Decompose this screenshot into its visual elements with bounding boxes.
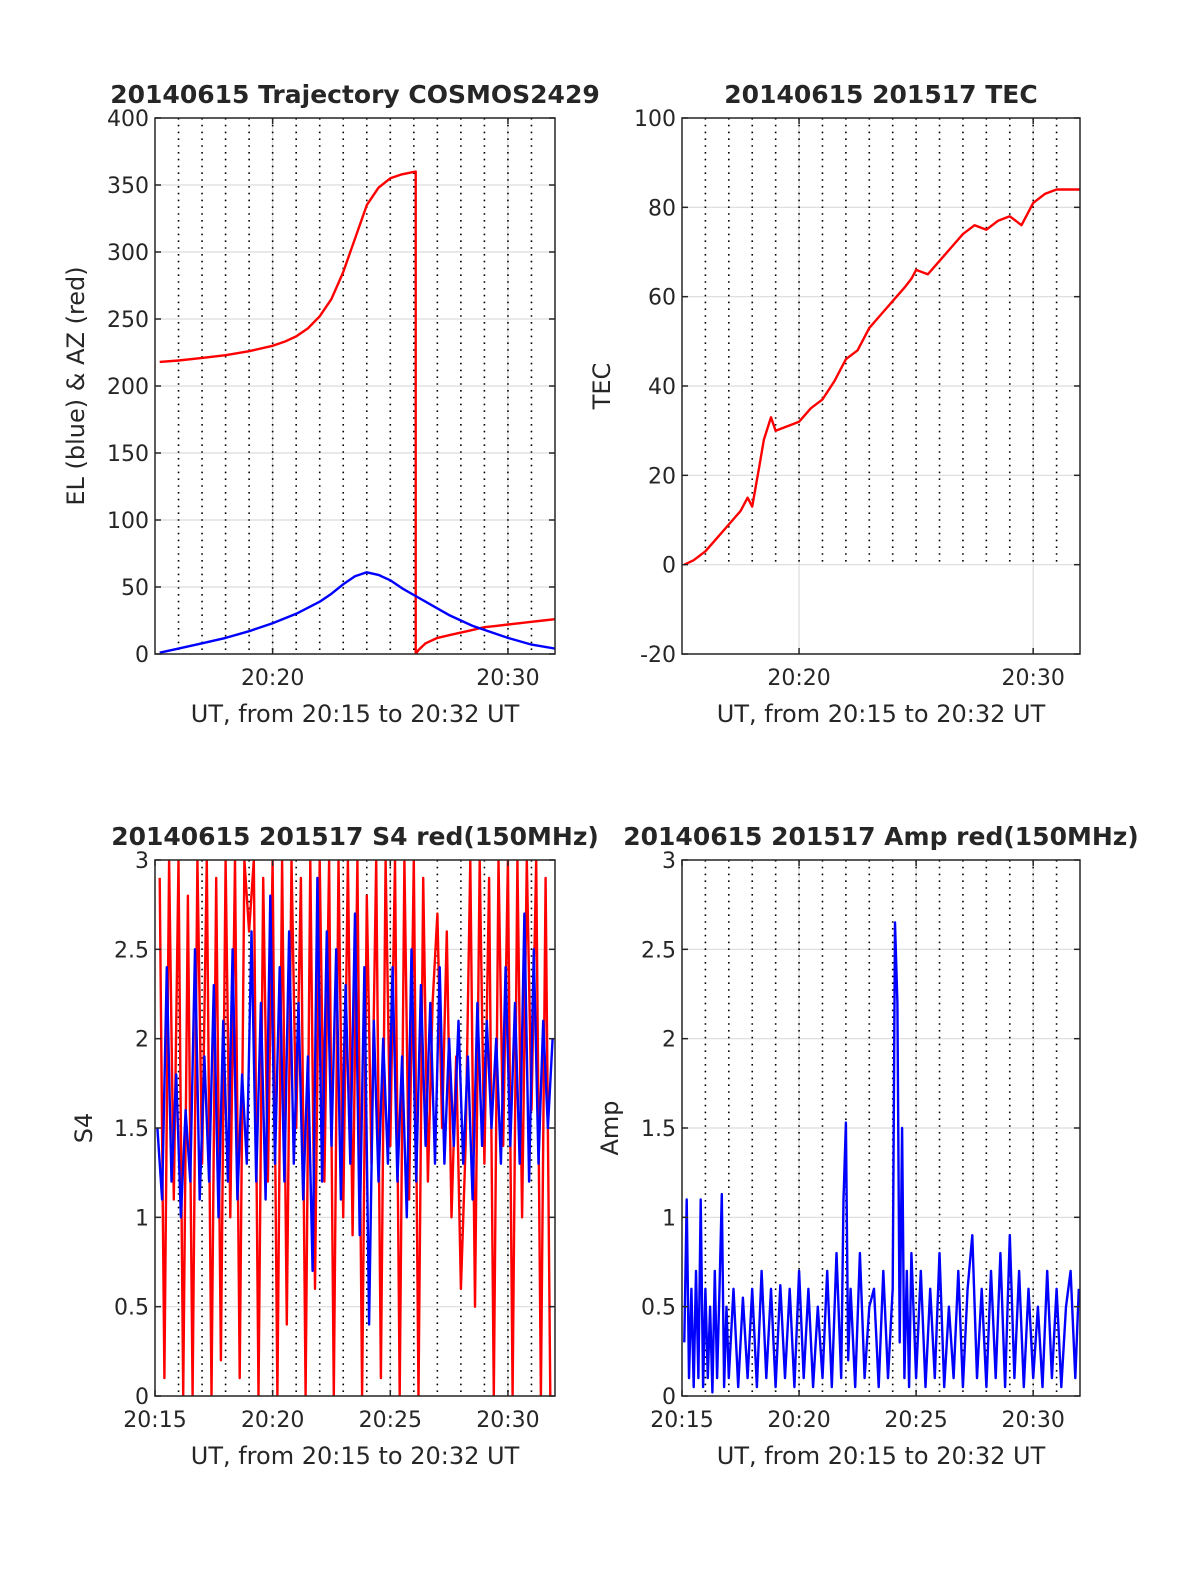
series-line-blue xyxy=(159,571,555,654)
y-axis-label: TEC xyxy=(588,363,616,411)
x-axis-label: UT, from 20:15 to 20:32 UT xyxy=(191,1442,520,1470)
x-tick-label: 20:20 xyxy=(241,1408,304,1433)
panel-trajectory: 20140615 Trajectory COSMOS2429 EL (blue)… xyxy=(62,80,600,728)
y-tick-label: 0 xyxy=(135,643,149,668)
y-tick-label: 3 xyxy=(135,849,149,874)
x-tick-label: 20:30 xyxy=(1001,1408,1064,1433)
x-tick-label: 20:20 xyxy=(241,666,304,691)
x-tick-label: 20:15 xyxy=(123,1408,186,1433)
y-tick-label: 1.5 xyxy=(641,1117,676,1142)
panel-s4: 20140615 201517 S4 red(150MHz) S4 UT, fr… xyxy=(70,822,599,1470)
y-tick-label: 2.5 xyxy=(114,938,149,963)
y-tick-label: 0 xyxy=(135,1385,149,1410)
y-tick-label: 100 xyxy=(107,509,149,534)
series-line-red xyxy=(683,188,1080,566)
series-line-red xyxy=(159,170,555,654)
y-tick-label: -20 xyxy=(640,643,676,668)
y-tick-label: 400 xyxy=(107,107,149,132)
y-axis-label: S4 xyxy=(70,1113,98,1144)
y-tick-label: 2.5 xyxy=(641,938,676,963)
x-tick-label: 20:15 xyxy=(650,1408,713,1433)
y-tick-label: 200 xyxy=(107,375,149,400)
y-axis-label: Amp xyxy=(596,1100,624,1155)
y-tick-label: 0 xyxy=(662,554,676,579)
panel-tec: 20140615 201517 TEC TEC UT, from 20:15 t… xyxy=(588,80,1081,728)
y-tick-label: 0.5 xyxy=(641,1296,676,1321)
y-tick-label: 100 xyxy=(634,107,676,132)
series-line-blue xyxy=(683,921,1080,1394)
y-tick-label: 300 xyxy=(107,241,149,266)
x-tick-label: 20:30 xyxy=(476,666,539,691)
y-tick-label: 0.5 xyxy=(114,1296,149,1321)
y-tick-label: 150 xyxy=(107,442,149,467)
series-line-blue xyxy=(156,876,554,1326)
y-axis-label: EL (blue) & AZ (red) xyxy=(62,266,90,505)
y-tick-label: 50 xyxy=(121,576,149,601)
x-axis-label: UT, from 20:15 to 20:32 UT xyxy=(717,1442,1046,1470)
x-tick-label: 20:30 xyxy=(1001,666,1064,691)
y-tick-label: 1 xyxy=(135,1206,149,1231)
series-line-red xyxy=(158,860,552,1396)
panel-title: 20140615 201517 TEC xyxy=(724,80,1037,109)
panel-title: 20140615 201517 S4 red(150MHz) xyxy=(111,822,599,851)
x-tick-label: 20:25 xyxy=(884,1408,947,1433)
y-tick-label: 20 xyxy=(648,464,676,489)
x-tick-label: 20:30 xyxy=(476,1408,539,1433)
x-tick-label: 20:20 xyxy=(767,1408,830,1433)
x-axis-label: UT, from 20:15 to 20:32 UT xyxy=(717,700,1046,728)
y-tick-label: 1.5 xyxy=(114,1117,149,1142)
x-axis-label: UT, from 20:15 to 20:32 UT xyxy=(191,700,520,728)
panel-title: 20140615 201517 Amp red(150MHz) xyxy=(623,822,1139,851)
panel-title: 20140615 Trajectory COSMOS2429 xyxy=(110,80,600,109)
panel-amp: 20140615 201517 Amp red(150MHz) Amp UT, … xyxy=(596,822,1139,1470)
y-tick-label: 1 xyxy=(662,1206,676,1231)
y-tick-label: 250 xyxy=(107,308,149,333)
y-tick-label: 60 xyxy=(648,286,676,311)
y-tick-label: 0 xyxy=(662,1385,676,1410)
y-tick-label: 2 xyxy=(135,1028,149,1053)
y-tick-label: 3 xyxy=(662,849,676,874)
y-tick-label: 80 xyxy=(648,196,676,221)
y-tick-label: 40 xyxy=(648,375,676,400)
x-tick-label: 20:20 xyxy=(767,666,830,691)
x-tick-label: 20:25 xyxy=(359,1408,422,1433)
y-tick-label: 2 xyxy=(662,1028,676,1053)
y-tick-label: 350 xyxy=(107,174,149,199)
